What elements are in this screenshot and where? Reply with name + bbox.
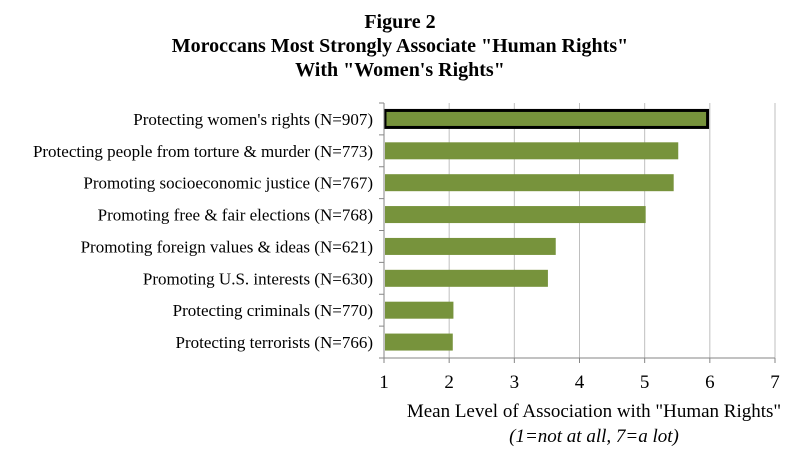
x-tick-label: 6 — [705, 372, 715, 393]
x-axis-title: Mean Level of Association with "Human Ri… — [407, 401, 781, 422]
x-tick-label: 3 — [510, 372, 520, 393]
category-label: Protecting women's rights (N=907) — [133, 110, 373, 129]
figure-label: Figure 2 — [364, 11, 436, 33]
x-tick-label: 5 — [640, 372, 650, 393]
bar — [385, 142, 679, 160]
category-label: Promoting socioeconomic justice (N=767) — [83, 174, 373, 193]
x-tick-label: 4 — [575, 372, 585, 393]
category-label: Promoting free & fair elections (N=768) — [98, 206, 373, 225]
chart-title-line1: Moroccans Most Strongly Associate "Human… — [171, 35, 629, 57]
category-label: Protecting criminals (N=770) — [173, 301, 373, 320]
tick-labels: 1 2 3 4 5 6 7 — [379, 372, 780, 393]
bar-highlighted — [383, 108, 710, 129]
bar — [385, 174, 674, 192]
bar — [385, 333, 453, 351]
category-labels: Protecting women's rights (N=907) Protect… — [33, 110, 373, 352]
category-label: Promoting U.S. interests (N=630) — [143, 269, 373, 288]
bars — [383, 108, 710, 351]
bar — [385, 301, 454, 319]
x-tick-label: 7 — [770, 372, 780, 393]
x-tick-label: 1 — [379, 372, 389, 393]
x-axis-subtitle: (1=not at all, 7=a lot) — [509, 426, 679, 447]
chart-title-line2: With "Women's Rights" — [295, 59, 505, 81]
bar — [385, 237, 556, 255]
category-label: Protecting terrorists (N=766) — [176, 333, 374, 352]
category-label: Protecting people from torture & murder … — [33, 142, 373, 161]
axes — [379, 102, 776, 363]
category-label: Promoting foreign values & ideas (N=621) — [81, 237, 373, 256]
bar — [385, 269, 548, 287]
x-tick-label: 2 — [444, 372, 454, 393]
bar — [385, 206, 646, 224]
gridlines — [448, 103, 776, 358]
